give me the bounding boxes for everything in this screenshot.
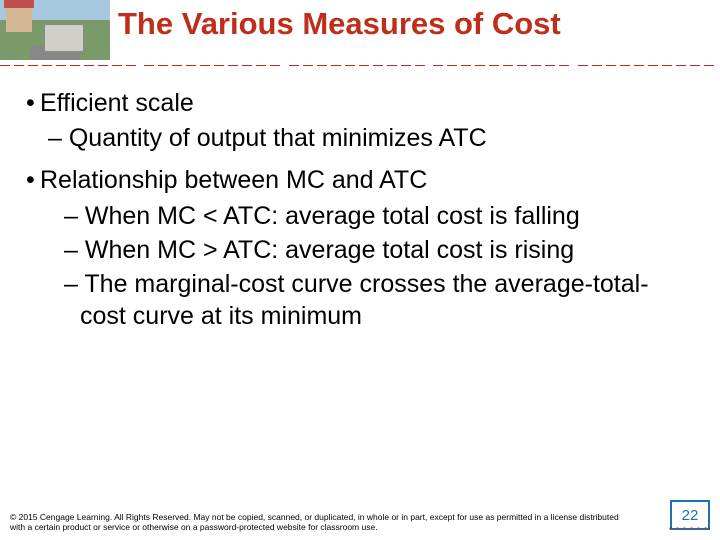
bullet-level-2: – Quantity of output that minimizes ATC — [26, 123, 694, 154]
slide-body: •Efficient scale – Quantity of output th… — [0, 70, 720, 332]
bullet-level-2: – When MC < ATC: average total cost is f… — [26, 200, 694, 232]
header: The Various Measures of Cost — [0, 0, 720, 70]
bullet-text: The marginal-cost curve crosses the aver… — [80, 270, 649, 330]
title-underline — [0, 56, 720, 66]
page-number: 22 — [682, 507, 699, 524]
bullet-level-1: •Efficient scale — [26, 88, 694, 119]
bullet-level-2: – The marginal-cost curve crosses the av… — [26, 268, 694, 332]
bullet-text: Efficient scale — [40, 89, 194, 117]
decorative-thumbnail — [0, 0, 110, 60]
bullet-level-2: – When MC > ATC: average total cost is r… — [26, 234, 694, 266]
slide-title: The Various Measures of Cost — [118, 6, 561, 42]
bullet-text: Relationship between MC and ATC — [40, 166, 427, 194]
bullet-text: When MC > ATC: average total cost is ris… — [85, 236, 574, 264]
bullet-text: Quantity of output that minimizes ATC — [69, 124, 487, 152]
bullet-level-1: •Relationship between MC and ATC — [26, 165, 694, 196]
bullet-text: When MC < ATC: average total cost is fal… — [85, 202, 580, 230]
page-number-box: 22 • • • • • • — [670, 500, 710, 530]
copyright-footer: © 2015 Cengage Learning. All Rights Rese… — [10, 512, 630, 532]
